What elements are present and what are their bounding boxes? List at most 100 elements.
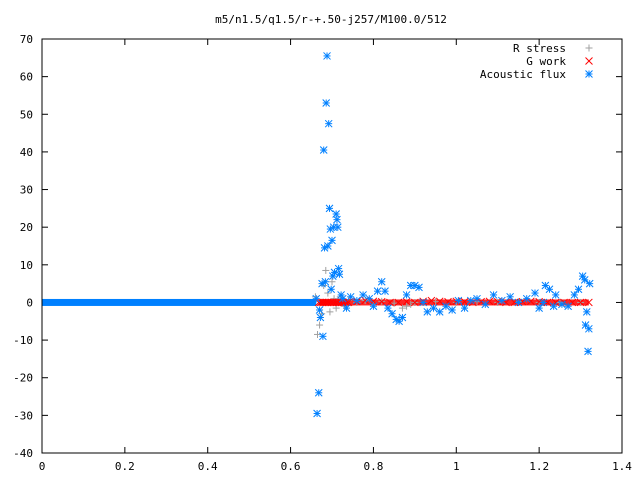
marker-stroke xyxy=(584,347,592,356)
series-acoustic-flux xyxy=(312,52,594,418)
plot-frame xyxy=(41,38,623,454)
data-point xyxy=(549,302,558,311)
data-point xyxy=(402,291,411,299)
legend-label: G work xyxy=(526,55,566,68)
marker-stroke xyxy=(477,297,485,306)
marker-stroke xyxy=(558,300,566,309)
data-point xyxy=(312,294,321,303)
marker-stroke xyxy=(319,332,327,341)
data-point xyxy=(327,285,336,294)
marker-stroke xyxy=(541,281,550,290)
data-point xyxy=(398,313,407,322)
marker-stroke xyxy=(481,300,490,309)
data-point xyxy=(315,306,324,314)
data-point xyxy=(328,278,336,286)
y-tick-label: 10 xyxy=(20,259,33,272)
data-point xyxy=(419,298,427,307)
data-point xyxy=(574,285,583,294)
marker-stroke xyxy=(435,297,444,306)
data-point xyxy=(539,298,548,307)
marker-stroke xyxy=(574,285,583,294)
marker-stroke xyxy=(411,281,419,290)
data-point xyxy=(558,300,566,309)
marker-stroke xyxy=(377,297,386,306)
marker-stroke xyxy=(549,302,558,311)
data-point xyxy=(454,296,463,305)
data-point xyxy=(334,264,343,273)
series-g-work xyxy=(314,296,593,307)
marker-stroke xyxy=(585,324,593,333)
marker-stroke xyxy=(423,308,432,316)
data-point xyxy=(427,296,436,305)
marker-stroke xyxy=(333,223,342,232)
data-point xyxy=(442,302,450,311)
marker-stroke xyxy=(342,304,351,312)
axes-layer: 0 0.2 0.4 0.6 0.8 1 1.2 1.4 -40 -30 -20 -10 0 10 20 30 4… xyxy=(13,33,632,473)
data-point xyxy=(394,298,403,307)
data-point xyxy=(564,302,572,311)
data-point xyxy=(359,291,367,299)
marker-stroke xyxy=(323,52,331,60)
marker-stroke xyxy=(435,308,444,316)
marker-stroke xyxy=(325,204,334,213)
marker-stroke xyxy=(585,279,594,288)
marker-stroke xyxy=(365,294,374,303)
data-point xyxy=(460,297,469,306)
marker-stroke xyxy=(312,294,321,303)
x-tick-label: 0.8 xyxy=(363,460,383,473)
data-point xyxy=(448,306,456,314)
data-point xyxy=(322,266,330,274)
x-tick-label: 1.2 xyxy=(529,460,549,473)
data-point xyxy=(313,409,321,418)
data-point xyxy=(373,287,382,296)
data-point xyxy=(346,292,355,301)
data-point xyxy=(316,321,324,329)
marker-stroke xyxy=(338,294,347,303)
data-point xyxy=(535,304,543,312)
data-point xyxy=(369,302,378,311)
data-point xyxy=(377,297,386,306)
data-point xyxy=(338,294,347,303)
data-point xyxy=(324,119,333,128)
marker-stroke xyxy=(585,70,593,78)
data-point xyxy=(320,244,329,252)
chart-title: m5/n1.5/q1.5/r-+.50-j257/M100.0/512 xyxy=(215,13,447,26)
data-point xyxy=(384,304,392,312)
data-point xyxy=(314,388,323,397)
data-point xyxy=(324,242,332,250)
marker-stroke xyxy=(498,296,506,305)
marker-stroke xyxy=(327,285,336,294)
legend-label: R stress xyxy=(513,42,566,55)
data-point xyxy=(403,302,411,310)
legend-marker xyxy=(585,44,593,52)
marker-stroke xyxy=(328,236,336,245)
data-point xyxy=(506,292,514,301)
marker-stroke xyxy=(392,315,401,324)
data-point xyxy=(332,304,340,312)
data-point xyxy=(576,298,585,307)
marker-stroke xyxy=(343,298,351,307)
marker-stroke xyxy=(485,297,494,306)
marker-stroke xyxy=(580,276,589,284)
marker-stroke xyxy=(316,313,325,322)
data-point xyxy=(473,294,481,303)
data-point xyxy=(398,304,406,312)
acoustic-flux-zero-band xyxy=(42,298,317,306)
data-point xyxy=(585,279,594,288)
data-point xyxy=(324,289,332,297)
data-point xyxy=(423,308,432,316)
marker-stroke xyxy=(582,308,591,316)
x-tick-label: 0.4 xyxy=(198,460,218,473)
data-point xyxy=(335,270,344,279)
y-tick-label: 20 xyxy=(20,221,33,234)
data-point xyxy=(514,298,523,307)
x-tick-label: 1 xyxy=(453,460,460,473)
data-point xyxy=(390,299,398,307)
marker-stroke xyxy=(324,119,333,128)
data-point xyxy=(429,304,438,312)
data-point xyxy=(326,308,334,316)
data-point xyxy=(333,223,342,232)
data-point xyxy=(333,215,341,224)
marker-stroke xyxy=(321,277,330,286)
